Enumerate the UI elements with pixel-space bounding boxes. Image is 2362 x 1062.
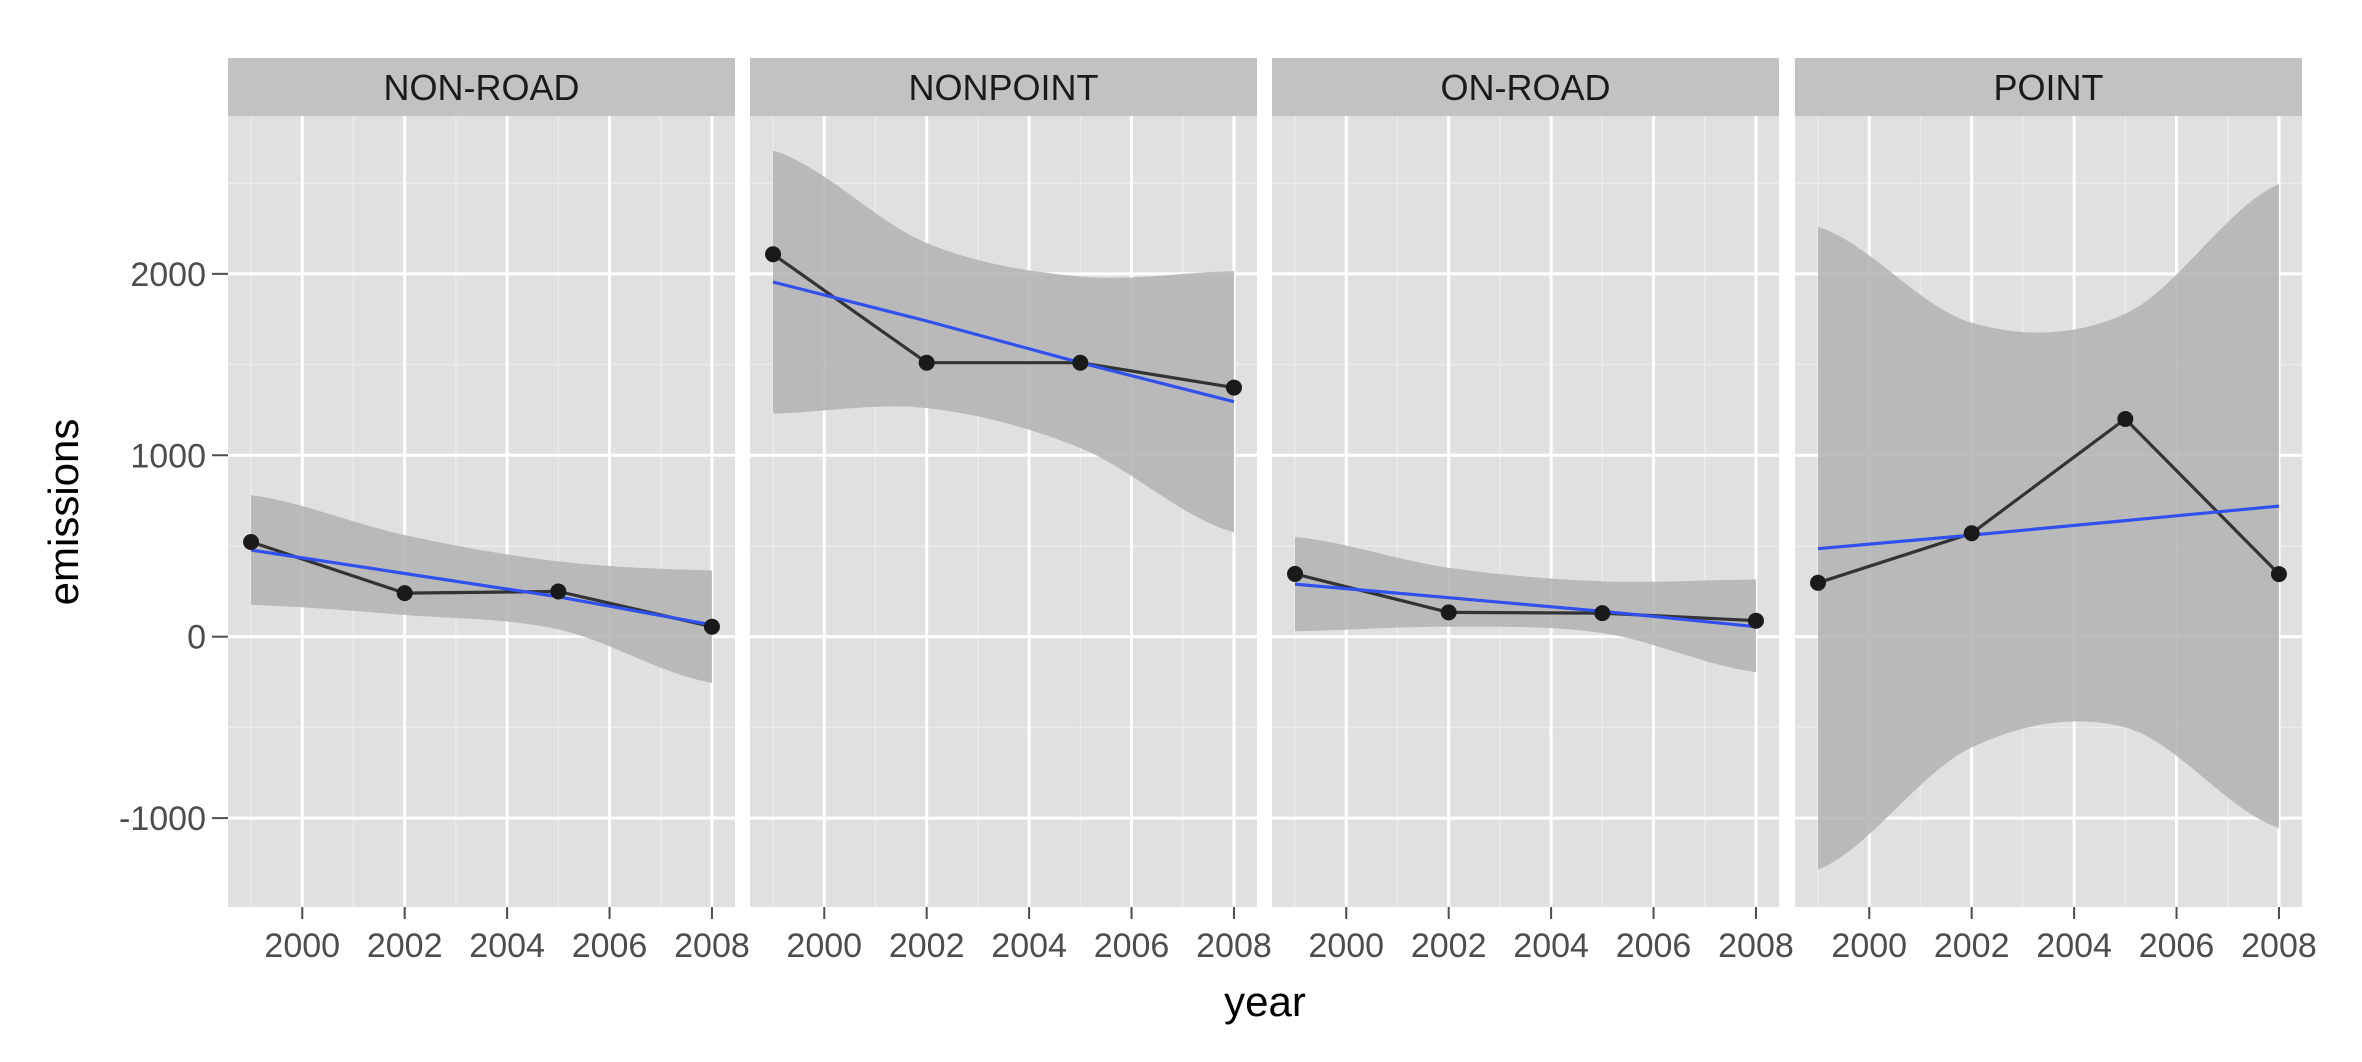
y-tick-label: -1000 xyxy=(119,800,206,838)
data-point xyxy=(1287,565,1304,582)
x-tick-label: 2002 xyxy=(889,927,965,965)
panel-background xyxy=(1272,116,1779,907)
data-point xyxy=(1963,525,1980,542)
x-axis-title: year xyxy=(1224,978,1306,1025)
regression-line xyxy=(1294,582,1757,629)
series-line xyxy=(772,252,1235,390)
x-tick-label: 2004 xyxy=(2036,927,2112,965)
data-point xyxy=(703,618,720,635)
facet-strip xyxy=(1795,58,2302,116)
y-tick-label: 0 xyxy=(187,619,206,657)
data-point xyxy=(1594,605,1611,622)
facet-panel: ON-ROAD xyxy=(1272,58,1779,907)
x-tick-label: 2002 xyxy=(367,927,443,965)
x-tick-label: 2008 xyxy=(674,927,750,965)
data-point xyxy=(1225,379,1242,396)
data-point xyxy=(765,246,782,263)
data-point xyxy=(550,583,567,600)
data-point xyxy=(1440,604,1457,621)
series-line xyxy=(250,540,713,629)
x-tick-label: 2000 xyxy=(1831,927,1907,965)
y-tick-label: 1000 xyxy=(130,437,206,475)
x-tick-label: 2006 xyxy=(572,927,648,965)
y-axis-title: emissions xyxy=(40,419,87,606)
facet-strip-label: NON-ROAD xyxy=(384,67,580,108)
facet-panel: NON-ROAD xyxy=(228,58,735,907)
x-tick-label: 2006 xyxy=(1616,927,1692,965)
facet-strip-label: NONPOINT xyxy=(908,67,1098,108)
x-tick-label: 2006 xyxy=(1094,927,1170,965)
facet-panel: POINT xyxy=(1795,58,2302,907)
x-tick-label: 2002 xyxy=(1934,927,2010,965)
data-point xyxy=(243,533,260,550)
series-line xyxy=(1817,416,2281,585)
data-point xyxy=(918,354,935,371)
regression-line xyxy=(772,280,1235,404)
confidence-band xyxy=(251,495,712,683)
x-tick-label: 2006 xyxy=(2139,927,2215,965)
x-tick-label: 2004 xyxy=(469,927,545,965)
x-tick-label: 2002 xyxy=(1411,927,1487,965)
data-point xyxy=(396,585,413,602)
data-point xyxy=(1810,574,1827,591)
x-tick-label: 2000 xyxy=(264,927,340,965)
x-tick-label: 2004 xyxy=(991,927,1067,965)
regression-line xyxy=(1817,504,2280,551)
data-point xyxy=(1072,354,1089,371)
facet-panels: NON-ROAD NONPOINT ON-ROAD POINT xyxy=(228,58,2302,907)
data-point xyxy=(2270,566,2287,583)
facet-strip xyxy=(750,58,1257,116)
x-tick-label: 2008 xyxy=(1196,927,1272,965)
facet-strip-label: ON-ROAD xyxy=(1441,67,1611,108)
series-line xyxy=(1294,572,1757,623)
facet-strip xyxy=(228,58,735,116)
data-point xyxy=(2117,410,2134,427)
x-tick-label: 2000 xyxy=(786,927,862,965)
y-tick-label: 2000 xyxy=(130,256,206,294)
x-tick-label: 2008 xyxy=(2241,927,2317,965)
data-point xyxy=(1747,612,1764,629)
x-tick-label: 2000 xyxy=(1308,927,1384,965)
y-axis-ticks: -1000 0 1000 2000 xyxy=(119,256,228,838)
x-tick-label: 2008 xyxy=(1718,927,1794,965)
facet-strip xyxy=(1272,58,1779,116)
x-axis-ticks: 2000 2002 2004 2006 2008 2000 2002 2004 2006 2008… xyxy=(264,907,2317,965)
x-tick-label: 2004 xyxy=(1513,927,1589,965)
facet-strip-label: POINT xyxy=(1993,67,2103,108)
regression-line xyxy=(250,548,713,627)
facet-panel: NONPOINT xyxy=(750,58,1257,907)
